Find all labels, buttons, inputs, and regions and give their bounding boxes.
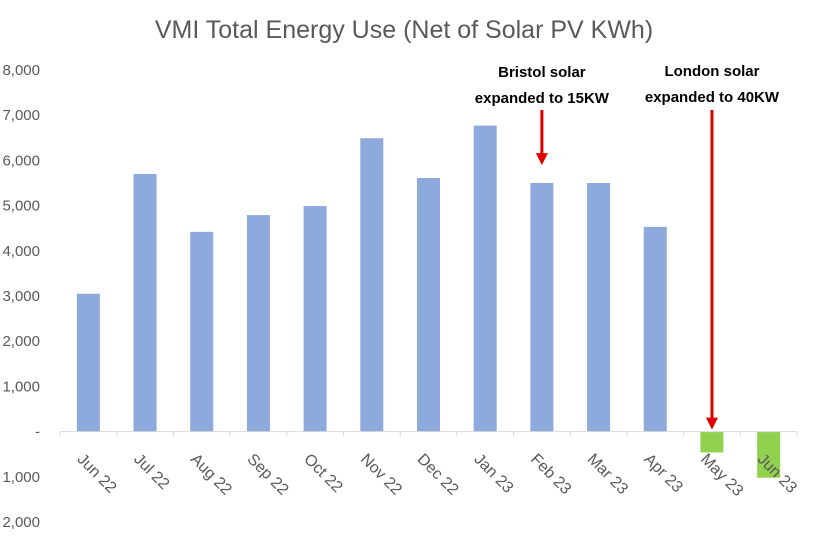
bar: [757, 431, 781, 478]
bar: [133, 173, 157, 432]
y-tick-label: 2,000: [2, 514, 40, 531]
y-tick-label: 2,000: [2, 333, 40, 350]
annotation-arrow-head: [535, 153, 548, 166]
x-tick-label: Oct 22: [300, 451, 345, 496]
annotations: Bristol solar expanded to 15KW London sola…: [475, 63, 780, 430]
bar: [360, 138, 384, 432]
y-tick-label: 1,000: [2, 469, 40, 486]
bar: [303, 206, 327, 432]
x-tick-label: Dec 22: [414, 451, 462, 499]
y-tick-label: -: [35, 424, 40, 441]
x-tick-label: Sep 22: [244, 451, 292, 499]
y-tick-label: 5,000: [2, 198, 40, 215]
x-tick-label: Feb 23: [527, 451, 574, 498]
annotation-arrow-head: [705, 417, 718, 430]
y-tick-label: 3,000: [2, 288, 40, 305]
bar: [643, 226, 667, 432]
y-tick-label: 7,000: [2, 107, 40, 124]
y-tick-label: 1,000: [2, 378, 40, 395]
x-tick-label: Apr 23: [640, 451, 685, 496]
x-tick-label: Jun 22: [74, 451, 120, 497]
x-tick-label: Aug 22: [187, 451, 235, 499]
bar: [473, 125, 497, 432]
annotation-text: London solar: [664, 63, 759, 80]
x-tick-label: May 23: [697, 451, 746, 500]
x-tick-label: Jul 22: [130, 451, 172, 493]
x-axis: Jun 22 Jul 22 Aug 22 Sep 22 Oct 22 Nov 22 Dec …: [59, 431, 800, 500]
bar: [530, 183, 554, 432]
x-tick-label: Mar 23: [584, 451, 631, 498]
bar: [700, 431, 724, 453]
bar: [76, 293, 100, 432]
x-tick-label: Nov 22: [357, 451, 405, 499]
chart-title: VMI Total Energy Use (Net of Solar PV KW…: [155, 16, 653, 44]
bar-series: [76, 125, 781, 478]
annotation-text: expanded to 15KW: [475, 90, 610, 107]
bar: [417, 178, 440, 432]
y-tick-label: 6,000: [2, 152, 40, 169]
x-tick-label: Jan 23: [470, 451, 516, 497]
y-tick-label: 8,000: [2, 62, 40, 79]
annotation-text: Bristol solar: [498, 64, 586, 81]
bar: [587, 183, 611, 432]
bar: [246, 215, 270, 432]
y-axis: 2,000 1,000 - 1,000 2,000 3,000 4,000 5,000 6,00…: [2, 62, 40, 531]
y-tick-label: 4,000: [2, 243, 40, 260]
annotation-text: expanded to 40KW: [645, 89, 780, 106]
bar: [190, 231, 214, 432]
